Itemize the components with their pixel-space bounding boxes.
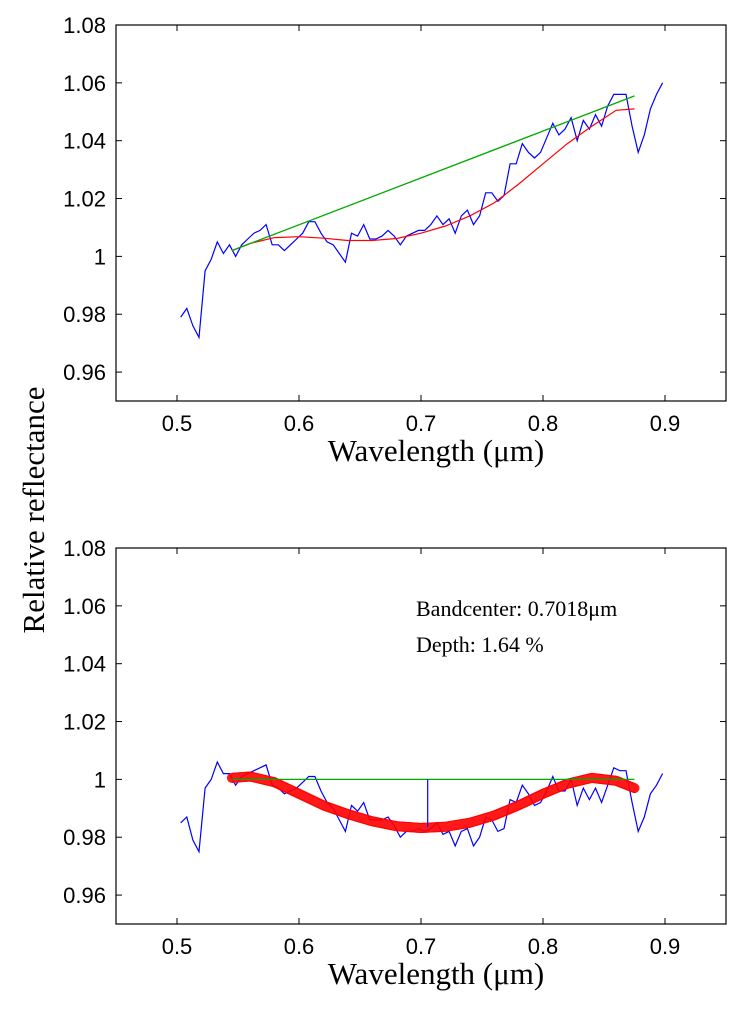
x-tick-label: 0.5 (162, 934, 193, 959)
y-tick-label: 1 (94, 767, 106, 792)
series-band-fit-envelope (226, 771, 640, 833)
y-tick-label: 1.02 (63, 710, 106, 735)
y-tick-label: 0.98 (63, 302, 106, 327)
x-axis-label: Wavelength (μm) (328, 956, 544, 991)
y-tick-label: 1.06 (63, 594, 106, 619)
y-tick-label: 1.04 (63, 129, 106, 154)
bottom-panel: 0.5 0.6 0.7 0.8 0.9 0.96 0.98 1 1.02 1.04 1.06 1.08… (63, 536, 727, 991)
y-tick-label: 1.08 (63, 13, 106, 38)
x-tick-label: 0.6 (284, 411, 315, 436)
series-continuum (231, 95, 635, 252)
x-axis-label: Wavelength (μm) (328, 433, 544, 468)
y-axis-label: Relative reflectance (16, 387, 51, 634)
y-tick-label: 0.98 (63, 825, 106, 850)
y-tick-label: 0.96 (63, 883, 106, 908)
bandcenter-annotation: Bandcenter: 0.7018μm (416, 596, 617, 621)
y-tick-label: 1.06 (63, 71, 106, 96)
x-tick-label: 0.7 (406, 411, 437, 436)
x-tick-label: 0.9 (650, 411, 681, 436)
series-spectrum (180, 82, 664, 340)
series-polynomial-fit (231, 108, 635, 252)
x-tick-label: 0.6 (284, 934, 315, 959)
x-tick-label: 0.8 (528, 934, 559, 959)
top-panel: 0.5 0.6 0.7 0.8 0.9 0.96 0.98 1 1.02 1.04 1.06 1.08… (63, 13, 727, 468)
plot-frame (115, 24, 727, 402)
depth-annotation: Depth: 1.64 % (416, 632, 544, 657)
y-tick-label: 1.08 (63, 536, 106, 561)
y-tick-label: 0.96 (63, 360, 106, 385)
series-band-fit-line (231, 780, 635, 834)
y-tick-label: 1.02 (63, 187, 106, 212)
x-tick-label: 0.9 (650, 934, 681, 959)
x-tick-label: 0.7 (406, 934, 437, 959)
series-band-fit-line (231, 771, 635, 825)
x-tick-label: 0.8 (528, 411, 559, 436)
y-tick-label: 1 (94, 244, 106, 269)
y-tick-label: 1.04 (63, 652, 106, 677)
x-tick-label: 0.5 (162, 411, 193, 436)
